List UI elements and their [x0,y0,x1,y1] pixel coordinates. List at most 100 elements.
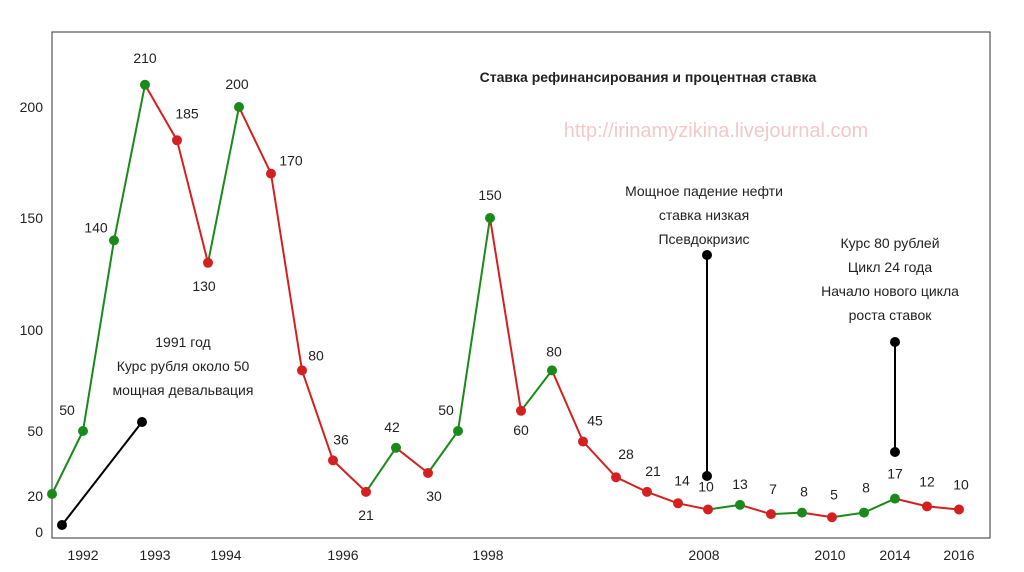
data-label: 7 [769,481,777,497]
annotations: 1991 год Курс рубля около 50 мощная деваль… [113,183,960,398]
annotation-line: 1991 год [155,334,210,350]
data-label: 200 [225,76,249,92]
line-segment [113,84,146,241]
y-tick-label: 150 [20,210,44,226]
marker-point [890,337,900,347]
data-point [611,472,621,483]
data-point [547,365,557,376]
data-labels: 50 140 210 185 130 200 170 80 36 21 42 30 50 150 60 80 4… [59,50,969,523]
line-segment [332,459,367,493]
data-point [78,426,88,436]
line-segment [427,430,459,474]
series-points [47,79,964,523]
annotation-line: ставка низкая [659,207,749,223]
annotation-line: Псевдокризис [658,231,749,247]
annotation-line: Мощное падение нефти [625,183,783,199]
line-segment [365,447,397,493]
line-segment [238,106,272,175]
data-label: 28 [618,446,634,462]
line-segment [176,140,209,264]
data-label: 150 [478,187,502,203]
data-label: 130 [192,278,216,294]
marker-point [137,417,147,427]
data-point [578,436,588,447]
line-segment [615,476,648,493]
plot-frame [51,31,991,539]
data-point [453,426,463,436]
x-tick-label: 1993 [139,547,170,563]
x-tick-label: 1994 [210,547,241,563]
data-label: 12 [919,473,935,489]
data-point [703,504,713,515]
data-point [140,79,150,90]
x-tick-label: 2010 [814,547,845,563]
data-point [766,509,776,520]
data-label: 140 [84,219,108,235]
x-tick-label: 2016 [943,547,974,563]
data-label: 80 [546,343,562,359]
annotation-line: Цикл 24 года [848,259,932,275]
data-label: 8 [862,480,870,496]
marker-point [57,520,67,530]
line-segment [582,440,617,478]
data-point [485,213,495,223]
data-label: 21 [358,507,374,523]
data-point [954,504,964,515]
line-segment [51,430,84,495]
line-segment [801,511,833,519]
data-point [642,486,652,497]
data-point [516,405,526,416]
data-label: 170 [279,153,303,169]
data-label: 42 [384,419,400,435]
y-tick-label: 50 [27,423,43,439]
data-label: 5 [830,486,838,502]
data-label: 80 [308,347,324,363]
data-point [423,468,433,478]
data-label: 17 [887,466,903,482]
line-segment [207,106,240,263]
watermark: http://irinamyzikina.livejournal.com [564,120,869,142]
line-segment [301,370,334,461]
data-point [328,455,338,466]
marker-line-1991 [61,421,143,526]
x-tick-label: 1992 [67,547,98,563]
data-label: 21 [645,463,661,479]
data-point [109,235,119,246]
x-tick-label: 2014 [879,547,910,563]
x-axis-ticks: 1992 1993 1994 1996 1998 2008 2010 2014 2016 [67,547,974,563]
data-point [172,135,182,146]
y-tick-label: 200 [20,99,44,115]
data-point [234,102,244,112]
line-segment [677,502,709,511]
data-label: 13 [732,476,748,492]
annotation-line: Курс рубля около 50 [117,358,250,374]
series-line [51,84,960,519]
data-point [827,512,837,523]
line-segment [457,217,491,432]
line-segment [551,370,584,442]
y-axis-ticks: 0 20 50 100 150 200 [20,99,44,540]
data-point [797,507,807,518]
line-segment [270,173,303,371]
line-segment [770,511,803,516]
data-point [673,498,683,509]
data-point [859,507,869,518]
data-point [297,365,307,376]
data-label: 30 [426,488,442,504]
data-label: 36 [333,431,349,447]
y-tick-label: 20 [27,488,43,504]
data-label: 50 [59,402,75,418]
data-point [361,486,371,497]
data-point [203,257,213,268]
line-segment [489,217,522,411]
data-point [890,493,900,504]
data-label: 10 [698,479,714,495]
line-segment [894,497,928,508]
data-label: 14 [674,472,690,488]
line-segment [926,505,960,511]
annotation-line: мощная девальвация [113,382,254,398]
x-tick-label: 2008 [688,547,719,563]
data-point [391,442,401,453]
data-point [922,501,932,512]
